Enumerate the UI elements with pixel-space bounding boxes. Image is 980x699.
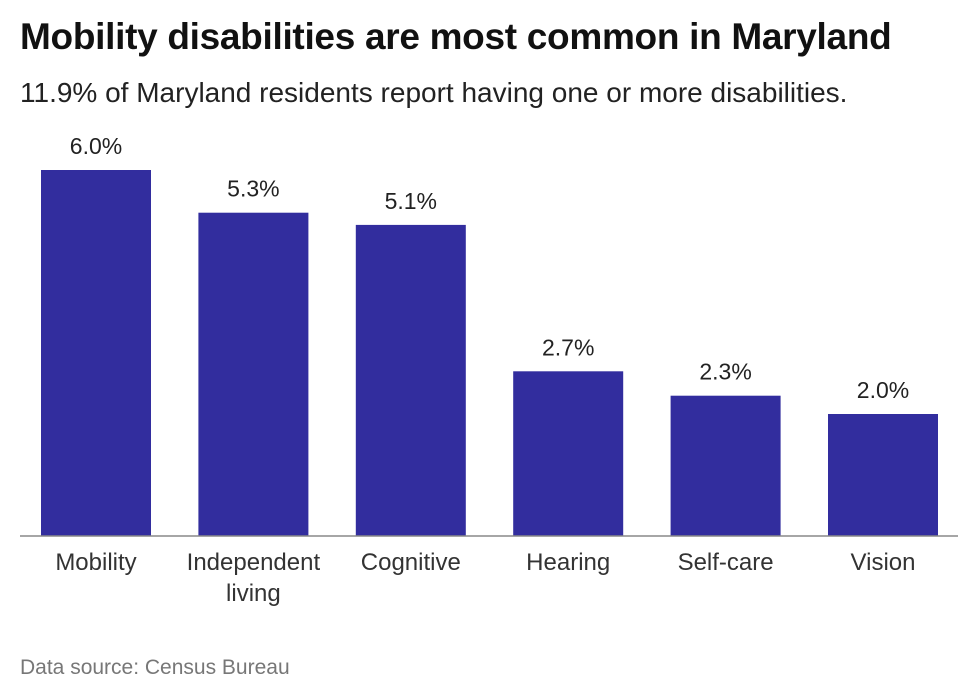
value-label-5: 2.0% [857, 377, 909, 403]
bar-chart: 6.0% 5.3% 5.1% 2.7% 2.3% 2.0% Mobility Indepen… [20, 133, 958, 607]
bars-group [41, 170, 938, 536]
value-label-0: 6.0% [70, 133, 122, 159]
value-label-3: 2.7% [542, 334, 594, 360]
category-label-5: Vision [851, 549, 916, 576]
category-label-4: Self-care [678, 549, 774, 576]
category-labels-group: Mobility Independent living Cognitive Hearin… [55, 549, 915, 607]
value-label-1: 5.3% [227, 176, 279, 202]
category-label-1: Independent living [187, 549, 321, 607]
category-label-2: Cognitive [361, 549, 461, 576]
data-source: Data source: Census Bureau [20, 656, 290, 679]
bar-0 [41, 170, 151, 536]
category-label-3: Hearing [526, 549, 610, 576]
value-labels-group: 6.0% 5.3% 5.1% 2.7% 2.3% 2.0% [70, 133, 909, 403]
bar-3 [513, 371, 624, 536]
category-label-0: Mobility [55, 549, 136, 576]
bar-2 [355, 224, 466, 536]
bar-1 [198, 212, 309, 536]
chart-title: Mobility disabilities are most common in… [20, 16, 892, 57]
bar-4 [670, 395, 781, 536]
value-label-4: 2.3% [699, 359, 751, 385]
bar-5 [828, 414, 938, 536]
chart-subtitle: 11.9% of Maryland residents report havin… [20, 77, 848, 108]
value-label-2: 5.1% [385, 188, 437, 214]
